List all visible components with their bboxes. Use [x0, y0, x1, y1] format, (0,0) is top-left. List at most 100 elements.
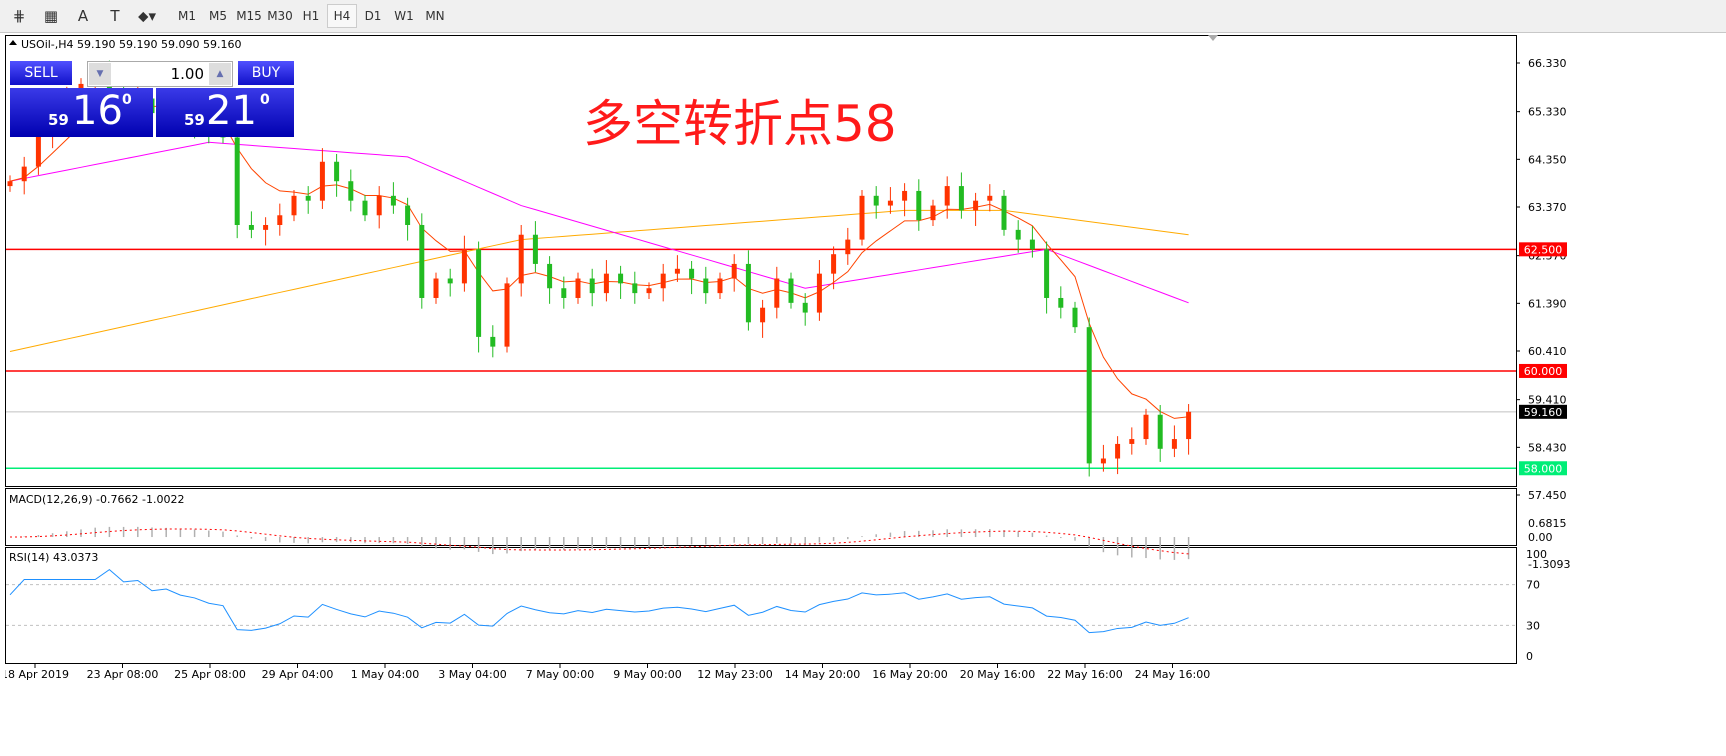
chart-window[interactable]: USOil-,H4 59.190 59.190 59.090 59.160 66.3…	[5, 35, 1726, 756]
candle-body	[461, 249, 467, 284]
lot-decrease-button[interactable]: ▼	[89, 63, 111, 85]
candle-body	[618, 273, 624, 284]
timeframe-w1[interactable]: W1	[394, 9, 414, 23]
candle-body	[1171, 439, 1177, 449]
buy-label: BUY	[251, 65, 281, 81]
candle-body	[703, 278, 709, 294]
one-click-trading-panel: SELL ▼ 1.00 ▲ BUY 59 16 0 59 21 0	[10, 61, 294, 137]
level-label: 58.000	[1524, 462, 1563, 475]
timeframe-m15[interactable]: M15	[236, 9, 262, 23]
candle-body	[376, 195, 382, 216]
candle-body	[816, 273, 822, 313]
y-tick-label: 63.370	[1528, 201, 1567, 214]
candle-body	[802, 302, 808, 313]
sell-price[interactable]: 59 16 0	[10, 88, 153, 137]
candle-body	[305, 195, 311, 201]
timeframe-m1[interactable]: M1	[178, 9, 196, 23]
timeframe-m5[interactable]: M5	[209, 9, 227, 23]
candle-body	[973, 200, 979, 211]
chart-ohlc: 59.190 59.190 59.090 59.160	[77, 38, 241, 51]
rsi-y-tick-label: 30	[1526, 619, 1540, 632]
x-tick-label: 16 May 20:00	[872, 668, 947, 681]
x-tick-label: 18 Apr 2019	[5, 668, 69, 681]
text-icon[interactable]: A	[77, 7, 89, 25]
candle-body	[234, 137, 240, 226]
candle-body	[873, 195, 879, 206]
candle-body	[348, 181, 354, 201]
candle-body	[1044, 249, 1050, 298]
candle-body	[603, 273, 609, 294]
candle-body	[1143, 414, 1149, 440]
rsi-panel-border	[5, 547, 1517, 664]
sell-price-big: 16	[72, 88, 123, 134]
timeframe-m30[interactable]: M30	[267, 9, 293, 23]
macd-y-tick-label: 0.6815	[1528, 517, 1567, 530]
buy-button[interactable]: BUY	[238, 61, 294, 85]
collapse-triangle-icon	[9, 40, 17, 45]
arrows-icon[interactable]: ⬥▾	[137, 7, 157, 25]
candle-body	[788, 278, 794, 303]
candle-body	[7, 181, 13, 187]
candle-body	[902, 190, 908, 201]
rsi-y-tick-label: 0	[1526, 650, 1533, 663]
y-tick-label: 57.450	[1528, 489, 1567, 502]
candle-body	[632, 283, 638, 294]
candle-body	[476, 249, 482, 337]
candle-body	[717, 278, 723, 294]
fibonacci-fan-icon[interactable]: ▦	[43, 7, 59, 25]
fibonacci-expansion-icon[interactable]: ⋕	[12, 7, 26, 25]
timeframe-h4[interactable]: H4	[327, 4, 357, 28]
level-label-bg	[1519, 363, 1567, 378]
lot-increase-button[interactable]: ▲	[209, 63, 231, 85]
ma-mid-line	[9, 141, 1189, 304]
candle-body	[334, 161, 340, 182]
annotation-text: 多空转折点58	[583, 95, 897, 153]
candle-body	[1157, 414, 1163, 449]
sell-price-small: 59	[48, 111, 69, 129]
x-tick-label: 29 Apr 04:00	[262, 668, 334, 681]
ma-slow-line	[9, 209, 1189, 352]
timeframe-d1[interactable]: D1	[364, 9, 382, 23]
candle-body	[987, 195, 993, 201]
x-tick-label: 14 May 20:00	[785, 668, 860, 681]
macd-signal-line	[9, 528, 1189, 555]
y-tick-label: 61.390	[1528, 297, 1567, 310]
level-label-bg	[1519, 461, 1567, 476]
text-label-icon[interactable]: T	[110, 7, 120, 25]
y-tick-label: 60.410	[1528, 345, 1567, 358]
candle-body	[561, 288, 567, 298]
rsi-label: RSI(14) 43.0373	[9, 551, 98, 564]
candle-body	[859, 195, 865, 240]
candle-body	[1058, 297, 1064, 308]
sell-button[interactable]: SELL	[10, 61, 72, 85]
candle-body	[1129, 439, 1135, 444]
shift-marker-icon	[1208, 35, 1218, 41]
candle-body	[1100, 458, 1106, 464]
buy-price[interactable]: 59 21 0	[156, 88, 294, 137]
bid-label-bg	[1519, 404, 1567, 419]
candle-body	[958, 186, 964, 211]
candle-body	[1115, 443, 1121, 459]
x-tick-label: 20 May 16:00	[960, 668, 1035, 681]
candle-body	[660, 273, 666, 289]
buy-price-small: 59	[184, 111, 205, 129]
candle-body	[263, 225, 269, 230]
candle-body	[390, 195, 396, 206]
y-tick-label: 59.410	[1528, 394, 1567, 407]
timeframe-h1[interactable]: H1	[302, 9, 320, 23]
macd-y-tick-label: -1.3093	[1528, 558, 1570, 571]
rsi-y-tick-label: 100	[1526, 548, 1547, 561]
x-tick-label: 23 Apr 08:00	[87, 668, 159, 681]
candle-body	[760, 307, 766, 323]
macd-label: MACD(12,26,9) -0.7662 -1.0022	[9, 493, 184, 506]
candle-body	[277, 215, 283, 226]
candle-body	[1001, 195, 1007, 230]
timeframe-mn[interactable]: MN	[425, 9, 445, 23]
candle-body	[646, 288, 652, 294]
price-panel-border	[5, 35, 1517, 487]
candle-body	[248, 225, 254, 230]
rsi-line	[9, 569, 1189, 634]
buy-price-sup: 0	[260, 92, 270, 108]
lot-size-input[interactable]: ▼ 1.00 ▲	[87, 61, 233, 87]
candle-body	[405, 205, 411, 226]
